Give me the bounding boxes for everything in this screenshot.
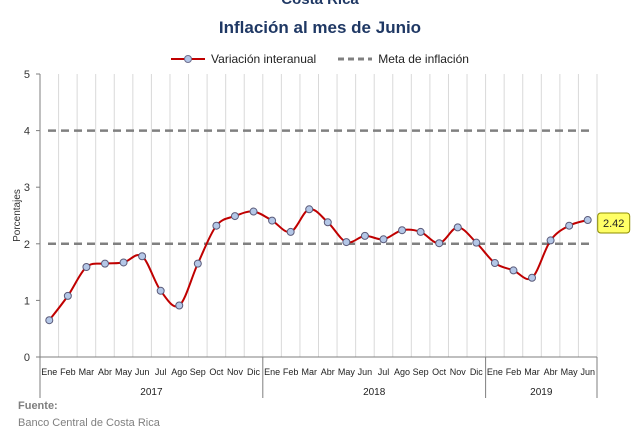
- data-point: [175, 301, 184, 310]
- x-tick-label: May: [561, 367, 579, 377]
- data-point: [565, 221, 574, 230]
- data-point: [249, 207, 258, 216]
- data-point: [212, 221, 221, 230]
- data-point: [100, 259, 109, 268]
- data-point: [156, 286, 165, 295]
- x-tick-label: Sep: [413, 367, 429, 377]
- y-tick-label: 4: [24, 126, 30, 138]
- x-tick-label: Jul: [155, 367, 167, 377]
- x-tick-label: Nov: [227, 367, 244, 377]
- data-point: [305, 205, 314, 214]
- y-tick-label: 0: [24, 352, 30, 364]
- x-tick-label: Sep: [190, 367, 206, 377]
- x-tick-label: Abr: [544, 367, 558, 377]
- x-tick-label: Oct: [432, 367, 447, 377]
- x-tick-label: Ago: [171, 367, 187, 377]
- x-tick-label: Ene: [41, 367, 57, 377]
- super-title: Costa Rica: [0, 0, 640, 8]
- x-tick-label: Jun: [580, 367, 595, 377]
- chart-title: Inflación al mes de Junio: [218, 18, 422, 37]
- x-tick-label: May: [115, 367, 133, 377]
- data-point: [119, 258, 128, 267]
- data-point: [268, 216, 277, 225]
- legend-item-variacion: Variación interanual: [171, 52, 316, 66]
- x-tick-label: Mar: [524, 367, 540, 377]
- legend-item-meta: Meta de inflación: [338, 52, 469, 66]
- data-point: [193, 259, 202, 268]
- x-tick-label: Feb: [60, 367, 76, 377]
- data-point: [82, 263, 91, 272]
- data-point: [453, 223, 462, 232]
- x-tick-label: Feb: [506, 367, 522, 377]
- legend-swatch-meta: [338, 57, 373, 61]
- data-point: [398, 226, 407, 235]
- x-tick-label: Abr: [98, 367, 112, 377]
- x-tick-label: Jul: [378, 367, 390, 377]
- data-point: [379, 235, 388, 244]
- data-point: [435, 239, 444, 248]
- data-point: [490, 259, 499, 268]
- y-tick-label: 1: [24, 295, 30, 307]
- x-tick-label: Mar: [301, 367, 317, 377]
- x-tick-label: Ago: [394, 367, 410, 377]
- source-text: Banco Central de Costa Rica: [18, 417, 160, 429]
- x-tick-label: Feb: [283, 367, 299, 377]
- data-point: [342, 238, 351, 247]
- value-callout-box: [597, 212, 631, 234]
- data-point: [472, 238, 481, 247]
- x-tick-label: Jun: [135, 367, 150, 377]
- data-point: [416, 227, 425, 236]
- data-point: [509, 266, 518, 275]
- y-axis-title: Porcentajes: [12, 189, 23, 242]
- year-label: 2018: [363, 387, 386, 398]
- x-tick-label: Mar: [79, 367, 95, 377]
- data-point: [583, 216, 592, 225]
- data-point: [138, 252, 147, 261]
- x-tick-label: Ene: [487, 367, 503, 377]
- legend: Variación interanual Meta de inflación: [0, 52, 640, 66]
- data-point: [45, 316, 54, 325]
- x-tick-label: Oct: [209, 367, 224, 377]
- y-tick-label: 3: [24, 182, 30, 194]
- data-point: [528, 273, 537, 282]
- x-tick-label: Jun: [358, 367, 373, 377]
- x-tick-label: May: [338, 367, 356, 377]
- y-tick-label: 2: [24, 239, 30, 251]
- value-callout-label: 2.42: [603, 218, 624, 230]
- data-point: [230, 212, 239, 221]
- y-tick-label: 5: [24, 69, 30, 81]
- legend-label-variacion: Variación interanual: [211, 52, 317, 66]
- x-tick-label: Abr: [321, 367, 335, 377]
- legend-swatch-variacion: [171, 55, 206, 63]
- x-tick-label: Dic: [247, 367, 260, 377]
- x-tick-label: Dic: [470, 367, 483, 377]
- data-point: [286, 227, 295, 236]
- x-tick-label: Ene: [264, 367, 280, 377]
- year-label: 2017: [140, 387, 163, 398]
- legend-label-meta: Meta de inflación: [378, 52, 469, 66]
- x-tick-label: Nov: [450, 367, 467, 377]
- data-point: [323, 218, 332, 227]
- year-label: 2019: [530, 387, 553, 398]
- data-point: [546, 236, 555, 245]
- data-point: [360, 231, 369, 240]
- source-label: Fuente:: [18, 400, 58, 412]
- data-point: [63, 291, 72, 300]
